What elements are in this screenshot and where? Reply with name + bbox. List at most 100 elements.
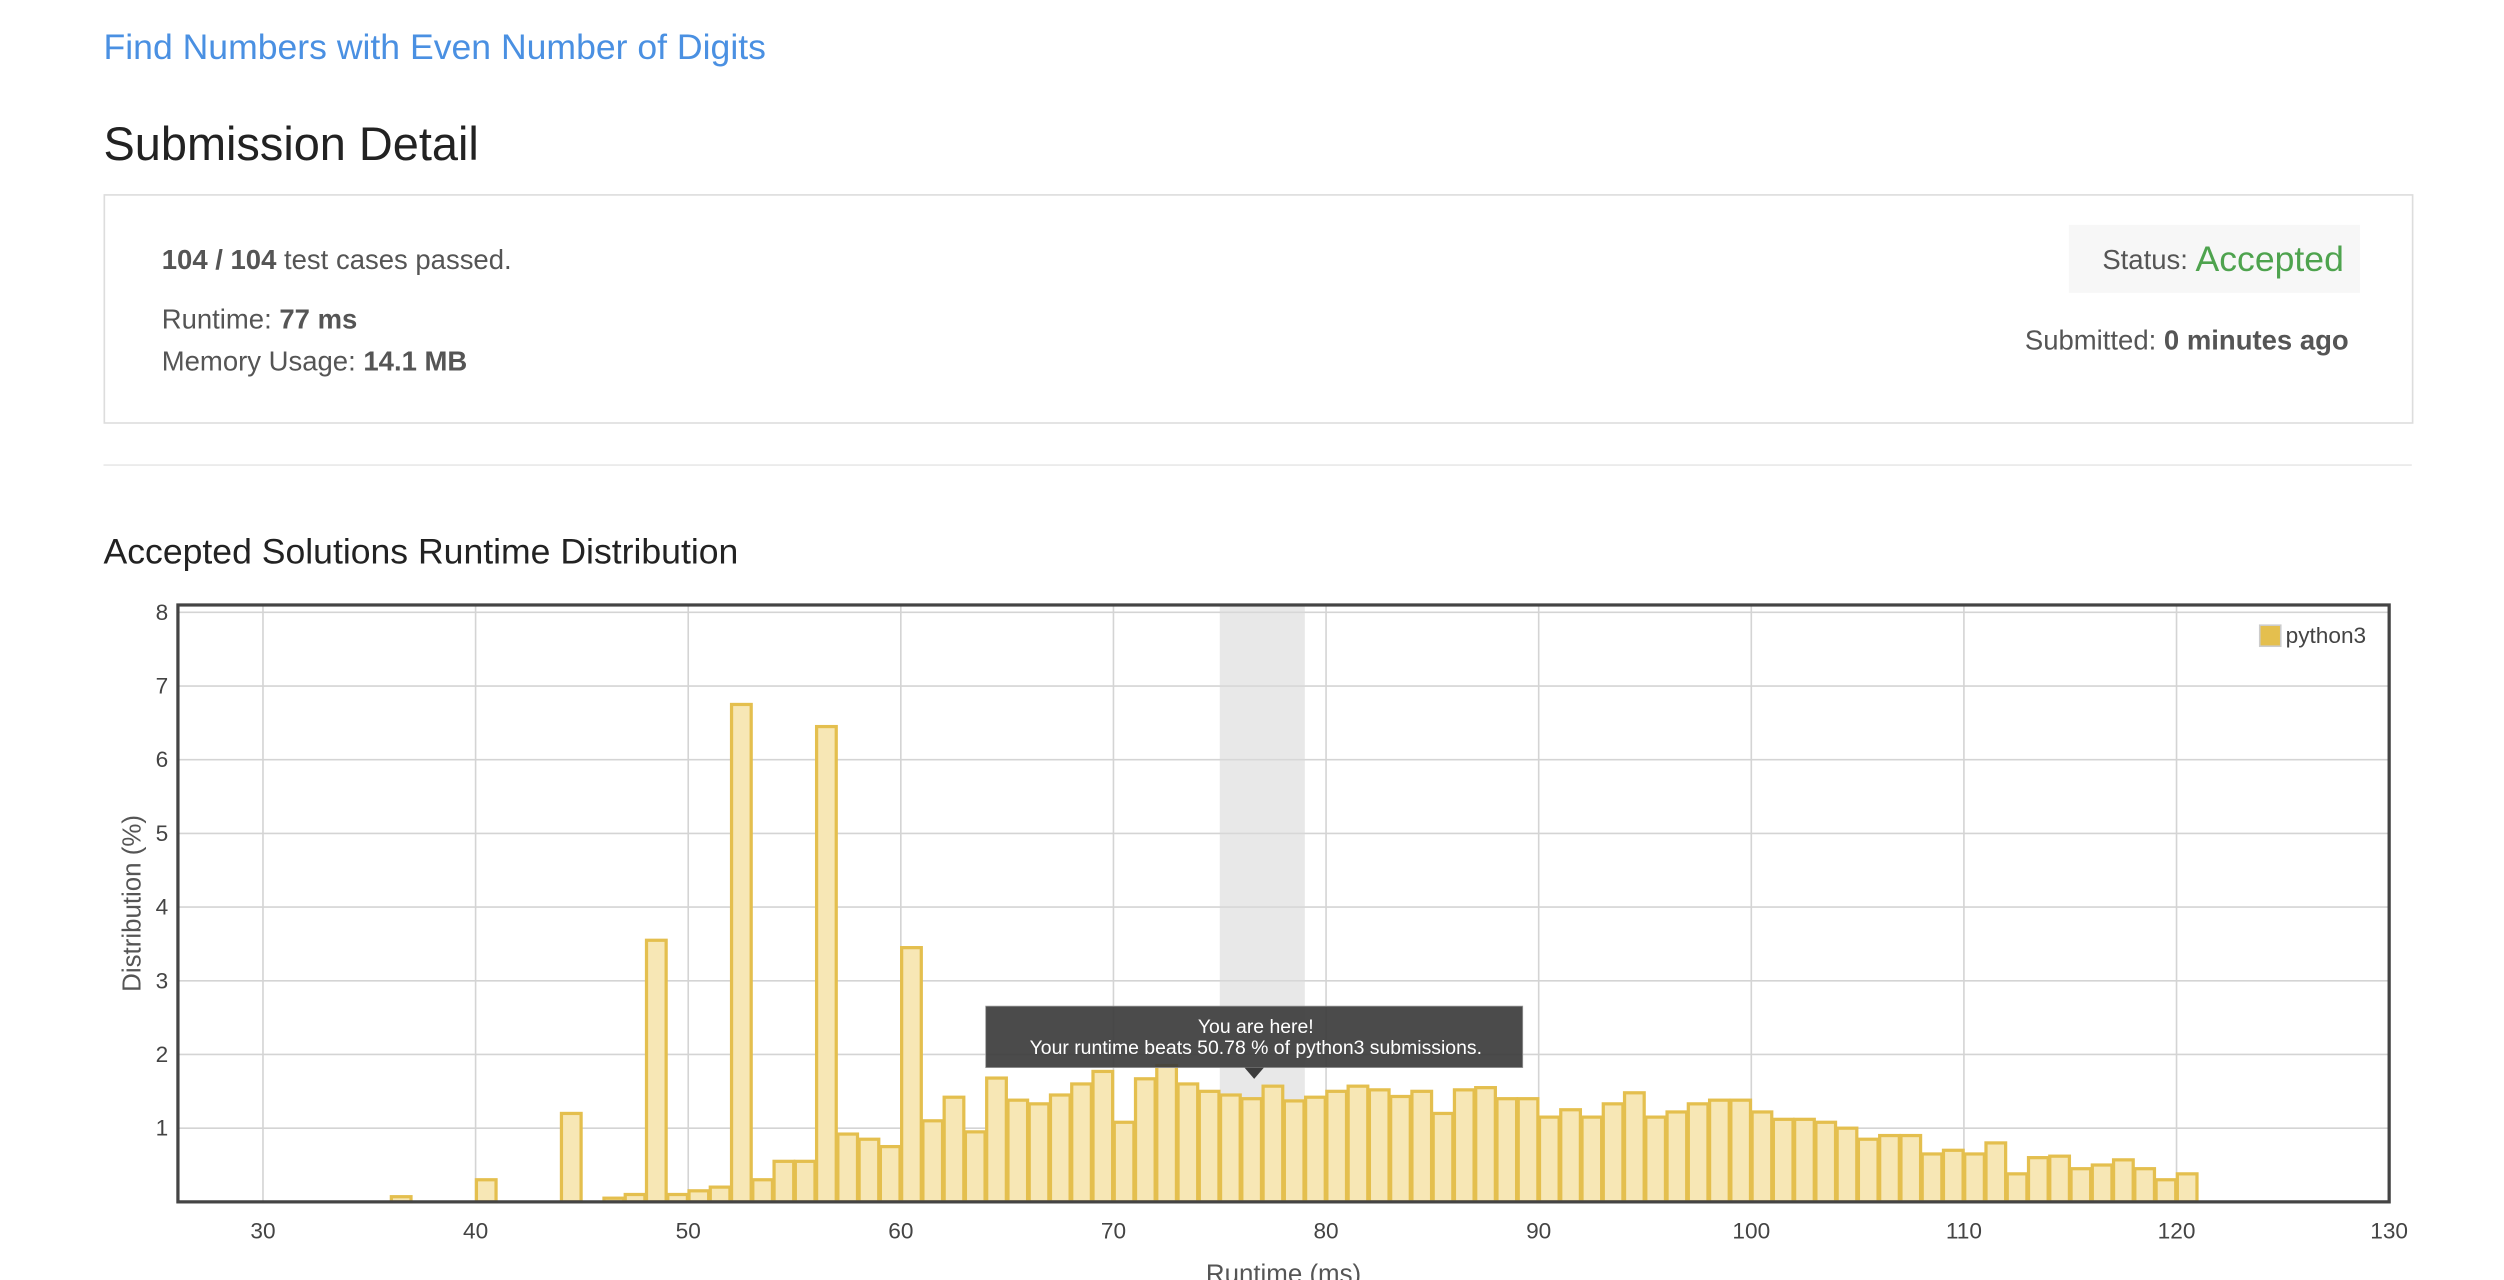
chart-title: Accepted Solutions Runtime Distribution bbox=[104, 532, 739, 572]
bar bbox=[2175, 1172, 2199, 1204]
bar bbox=[878, 1144, 902, 1204]
y-tick-label: 6 bbox=[156, 747, 169, 772]
x-tick-label: 130 bbox=[2370, 1218, 2408, 1243]
bar bbox=[1771, 1117, 1795, 1204]
memory-line: Memory Usage: 14.1 MB bbox=[162, 345, 467, 376]
bar bbox=[2048, 1154, 2072, 1204]
bar bbox=[1091, 1069, 1115, 1204]
submitted-label: Submitted: bbox=[2025, 324, 2164, 355]
bar bbox=[1984, 1141, 2008, 1204]
tooltip-text: You are here! bbox=[1198, 1016, 1314, 1038]
bar bbox=[814, 724, 838, 1204]
bar bbox=[1197, 1089, 1221, 1204]
x-tick-label: 120 bbox=[2158, 1218, 2196, 1243]
cases: 104 / 104 bbox=[162, 243, 277, 274]
bar bbox=[1516, 1097, 1540, 1204]
bar bbox=[559, 1111, 583, 1204]
bar bbox=[942, 1095, 966, 1204]
y-tick-label: 8 bbox=[156, 600, 169, 625]
bar bbox=[985, 1076, 1008, 1204]
bar bbox=[1878, 1133, 1901, 1204]
bar bbox=[2005, 1172, 2029, 1204]
bar bbox=[1346, 1084, 1370, 1204]
bar bbox=[1580, 1115, 1604, 1204]
bar bbox=[1920, 1152, 1944, 1204]
runtime-label: Runtime: bbox=[162, 303, 280, 334]
bar bbox=[1537, 1115, 1561, 1204]
bar bbox=[1856, 1137, 1880, 1204]
bar bbox=[2133, 1167, 2157, 1204]
bar bbox=[1495, 1097, 1519, 1204]
cases-line: 104 / 104 test cases passed. bbox=[162, 243, 512, 274]
y-tick-label: 3 bbox=[156, 968, 169, 993]
detail-card bbox=[103, 194, 2414, 424]
memory-label: Memory Usage: bbox=[162, 345, 364, 376]
bar bbox=[1793, 1117, 1816, 1204]
bar bbox=[1048, 1093, 1072, 1204]
bar bbox=[1155, 1063, 1179, 1204]
x-tick-label: 40 bbox=[463, 1218, 488, 1243]
y-tick-label: 1 bbox=[156, 1116, 169, 1141]
bar bbox=[1750, 1110, 1774, 1204]
x-tick-label: 110 bbox=[1946, 1218, 1982, 1243]
bar bbox=[1835, 1126, 1859, 1204]
bar bbox=[1389, 1094, 1412, 1204]
bar bbox=[2111, 1158, 2135, 1204]
bar bbox=[857, 1137, 881, 1204]
tooltip-box bbox=[985, 1005, 1524, 1069]
chart: 1 2 3 4 5 6 7 8 30 40 50 60 70 80 90 100 110 120 130 python… bbox=[119, 600, 2408, 1280]
bar bbox=[772, 1159, 796, 1204]
bar bbox=[1963, 1152, 1986, 1204]
bar bbox=[1452, 1088, 1476, 1204]
bar bbox=[1622, 1091, 1646, 1204]
bar bbox=[793, 1159, 817, 1204]
y-axis-label: Distribution (%) bbox=[119, 815, 147, 992]
bar bbox=[1240, 1097, 1264, 1204]
bar bbox=[644, 938, 668, 1204]
status-value: Accepted bbox=[2196, 239, 2344, 279]
cases-text: test cases passed. bbox=[276, 243, 511, 274]
x-tick-label: 50 bbox=[676, 1218, 701, 1243]
tooltip-arrow bbox=[1244, 1067, 1264, 1079]
problem-link[interactable]: Find Numbers with Even Number of Digits bbox=[104, 27, 766, 67]
x-tick-label: 90 bbox=[1526, 1218, 1551, 1243]
submitted-value: 0 minutes ago bbox=[2164, 324, 2349, 355]
x-tick-label: 30 bbox=[250, 1218, 275, 1243]
bar bbox=[1303, 1095, 1327, 1204]
bar bbox=[708, 1185, 732, 1204]
y-tick-label: 5 bbox=[156, 821, 169, 846]
heading: Submission Detail bbox=[104, 118, 479, 170]
memory-value: 14.1 MB bbox=[363, 345, 467, 376]
bar bbox=[1665, 1110, 1689, 1204]
runtime-value: 77 ms bbox=[279, 303, 357, 334]
runtime-line: Runtime: 77 ms bbox=[162, 303, 358, 334]
bar bbox=[2154, 1178, 2178, 1204]
bar bbox=[1899, 1133, 1923, 1204]
y-tick-label: 7 bbox=[156, 674, 169, 699]
bar bbox=[1707, 1098, 1731, 1204]
bar bbox=[963, 1130, 987, 1204]
bar bbox=[1027, 1102, 1051, 1204]
bar bbox=[2069, 1167, 2093, 1204]
y-tick-label: 4 bbox=[156, 895, 169, 920]
bar bbox=[2026, 1156, 2050, 1204]
bar bbox=[921, 1119, 945, 1204]
bar bbox=[1410, 1089, 1434, 1204]
bar bbox=[687, 1189, 711, 1204]
bar bbox=[1601, 1102, 1625, 1204]
bar bbox=[1261, 1084, 1285, 1204]
bar bbox=[1814, 1120, 1838, 1204]
bar bbox=[1644, 1115, 1668, 1204]
x-tick-label: 80 bbox=[1313, 1218, 1338, 1243]
bar bbox=[1474, 1086, 1497, 1204]
bar bbox=[1325, 1089, 1349, 1204]
y-tick-label: 2 bbox=[156, 1042, 169, 1067]
bar bbox=[1112, 1120, 1136, 1204]
bar bbox=[1941, 1148, 1965, 1204]
bar bbox=[1133, 1077, 1157, 1204]
bar bbox=[1070, 1082, 1093, 1204]
bar bbox=[900, 946, 923, 1204]
bar bbox=[1367, 1088, 1391, 1204]
